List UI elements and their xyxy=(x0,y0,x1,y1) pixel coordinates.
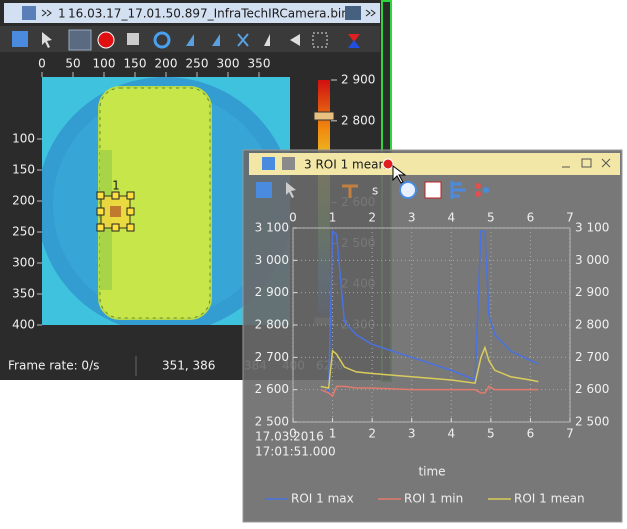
x-tick-label: 4 xyxy=(447,427,455,441)
y-tick-label-right: 2 700 xyxy=(575,350,609,364)
x-tick-label: 1 xyxy=(329,427,337,441)
toolbar-icons[interactable] xyxy=(256,181,489,199)
x-tick-label: 0 xyxy=(289,427,297,441)
y-tick-label: 300 xyxy=(12,256,35,270)
legend-label: ROI 1 max xyxy=(291,492,354,506)
window-icon xyxy=(282,157,295,170)
legend-label: ROI 1 min xyxy=(404,492,463,506)
window-buttons[interactable] xyxy=(562,158,611,168)
x-tick-label: 5 xyxy=(487,427,495,441)
y-tick-label: 150 xyxy=(12,163,35,177)
cursor-coords: 351, 386 xyxy=(162,359,215,373)
legend-label: ROI 1 mean xyxy=(514,492,585,506)
toolbar-icons[interactable] xyxy=(12,29,360,51)
chevron[interactable] xyxy=(41,9,52,17)
series-line xyxy=(320,229,539,395)
window-icon-right[interactable] xyxy=(345,6,361,20)
window-icon xyxy=(262,157,275,170)
y-tick-label: 350 xyxy=(12,287,35,301)
y-tick-label-right: 2 900 xyxy=(575,285,609,299)
y-tick-label: 2 900 xyxy=(255,285,289,299)
x-tick-label-top: 3 xyxy=(408,211,416,225)
x-tick-label: 0 xyxy=(38,57,46,71)
colorbar-tick-label: 2 800 xyxy=(341,113,375,127)
x-tick-label-top: 5 xyxy=(487,211,495,225)
x-tick-label: 2 xyxy=(368,427,376,441)
plot-window: 3 ROI 1 mean s xyxy=(242,149,623,523)
y-tick-label-right: 3 000 xyxy=(575,253,609,267)
x-tick-label: 150 xyxy=(124,57,147,71)
x-tick-label: 200 xyxy=(155,57,178,71)
x-tick-label: 300 xyxy=(217,57,240,71)
y-tick-label: 2 800 xyxy=(255,318,289,332)
title-bar[interactable] xyxy=(4,3,380,23)
x-tick-label-top: 2 xyxy=(368,211,376,225)
x-tick-label-top: 6 xyxy=(527,211,535,225)
series-line xyxy=(320,385,539,398)
y-tick-label: 2 600 xyxy=(255,382,289,396)
y-tick-label: 2 700 xyxy=(255,350,289,364)
y-tick-label: 250 xyxy=(12,225,35,239)
y-tick-label-right: 2 500 xyxy=(575,415,609,429)
y-tick-label: 3 000 xyxy=(255,253,289,267)
x-tick-label: 6 xyxy=(527,427,535,441)
window-title: 16.03.17_17.01.50.897_InfraTechIRCamera.… xyxy=(68,7,349,21)
start-time: 17:01:51.000 xyxy=(255,445,336,459)
window-title-index: 1 xyxy=(58,7,66,21)
roi[interactable] xyxy=(96,191,135,232)
record-indicator[interactable] xyxy=(382,158,394,170)
cursor xyxy=(392,165,407,184)
series-line xyxy=(320,345,539,389)
colorbar-tick-label: 2 900 xyxy=(341,73,375,87)
y-tick-label: 100 xyxy=(12,132,35,146)
x-tick-label-top: 4 xyxy=(447,211,455,225)
y-tick-label-right: 2 800 xyxy=(575,318,609,332)
toolbar xyxy=(0,26,380,52)
x-tick-label: 7 xyxy=(566,427,574,441)
window-title: 3 ROI 1 mean xyxy=(304,158,386,172)
window-bg xyxy=(242,149,623,523)
colorbar-handle[interactable] xyxy=(313,111,335,121)
time-unit[interactable]: s xyxy=(372,184,378,198)
x-tick-label: 50 xyxy=(65,57,80,71)
y-tick-label: 2 500 xyxy=(255,415,289,429)
window-icon xyxy=(22,6,36,20)
roi-label: 1 xyxy=(112,179,120,193)
frame-rate: Frame rate: 0/s xyxy=(8,359,99,373)
x-tick-label-top: 1 xyxy=(329,211,337,225)
x-tick-label: 250 xyxy=(186,57,209,71)
x-tick-label: 350 xyxy=(248,57,271,71)
y-tick-label-right: 3 100 xyxy=(575,221,609,235)
start-date: 17.03.2016 xyxy=(255,430,324,444)
x-tick-label: 3 xyxy=(408,427,416,441)
x-tick-label-top: 7 xyxy=(566,211,574,225)
y-tick-label: 3 100 xyxy=(255,221,289,235)
y-tick-label: 200 xyxy=(12,194,35,208)
x-tick-label: 100 xyxy=(93,57,116,71)
chevron[interactable] xyxy=(365,9,376,17)
y-tick-label: 400 xyxy=(12,318,35,332)
y-tick-label-right: 2 600 xyxy=(575,382,609,396)
x-axis-label: time xyxy=(418,465,445,479)
title-bar[interactable] xyxy=(249,153,620,175)
x-tick-label-top: 0 xyxy=(289,211,297,225)
